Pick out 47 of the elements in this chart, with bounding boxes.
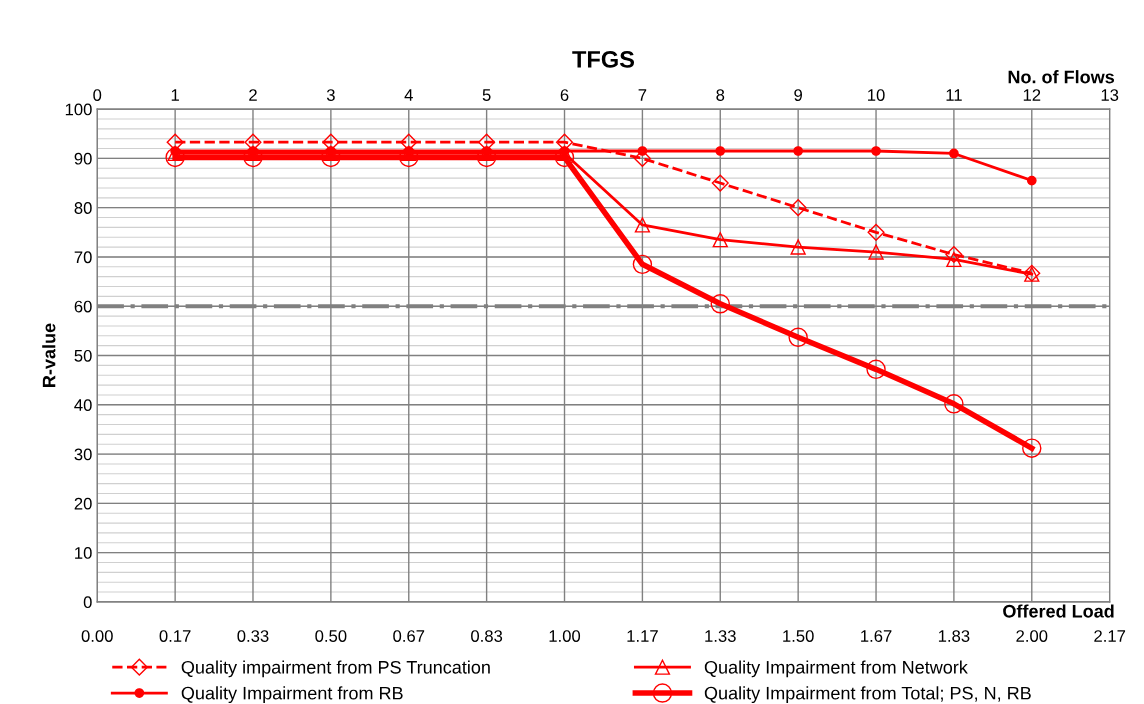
x2-tick-label: 0 — [93, 89, 102, 101]
x2-tick-label: 10 — [868, 89, 885, 101]
x-tick-label: 1.17 — [627, 630, 658, 642]
y-tick-label: 100 — [65, 103, 92, 116]
y-tick-label: 40 — [74, 399, 92, 411]
x-tick-label: 1.67 — [861, 630, 892, 642]
x-tick-label: 1.33 — [705, 630, 736, 642]
x2-tick-label: 13 — [1101, 89, 1119, 101]
x-tick-label: 0.67 — [393, 630, 425, 642]
y-tick-label: 70 — [74, 251, 92, 264]
legend-label: Quality Impairment from Network — [704, 660, 968, 678]
x-tick-label: 1.50 — [783, 630, 814, 642]
x2-tick-label: 6 — [560, 89, 569, 101]
x-tick-label: 0.17 — [159, 630, 191, 642]
y-tick-label: 30 — [74, 448, 92, 461]
legend-label: Quality Impairment from Total; PS, N, RB — [704, 686, 1031, 704]
chart-title: TFGS — [572, 50, 635, 68]
y-tick-label: 50 — [74, 349, 92, 362]
y-tick-label: 0 — [83, 596, 92, 609]
legend-label: Quality Impairment from RB — [181, 686, 403, 704]
y-tick-label: 10 — [75, 547, 92, 559]
x2-axis-title: No. of Flows — [1008, 70, 1115, 84]
x2-tick-label: 11 — [946, 89, 962, 101]
x-tick-label: 0.50 — [315, 630, 347, 642]
x2-tick-label: 8 — [716, 89, 725, 101]
x-tick-label: 1.00 — [549, 630, 581, 642]
x-tick-label: 0.83 — [471, 630, 503, 642]
x2-tick-label: 1 — [171, 89, 179, 101]
y-tick-label: 60 — [74, 300, 92, 313]
x-tick-label: 1.83 — [938, 630, 970, 642]
x2-tick-label: 9 — [794, 89, 803, 101]
legend-label: Quality impairment from PS Truncation — [181, 660, 490, 678]
y-axis-title: R-value — [42, 323, 56, 387]
y-tick-label: 90 — [74, 152, 92, 165]
y-tick-label: 20 — [74, 497, 92, 510]
x2-tick-label: 5 — [482, 89, 491, 101]
x2-tick-label: 7 — [638, 89, 647, 101]
x2-tick-label: 4 — [404, 89, 413, 101]
x-tick-label: 0.33 — [237, 630, 269, 642]
x-tick-label: 2.17 — [1094, 630, 1126, 642]
x-tick-label: 2.00 — [1016, 630, 1048, 642]
x-tick-label: 0.00 — [81, 630, 113, 642]
x2-tick-label: 3 — [326, 89, 335, 101]
x-axis-title: Offered Load — [1003, 604, 1114, 618]
x2-tick-label: 2 — [249, 89, 257, 101]
y-tick-label: 80 — [74, 202, 92, 214]
x2-tick-label: 12 — [1023, 89, 1041, 101]
